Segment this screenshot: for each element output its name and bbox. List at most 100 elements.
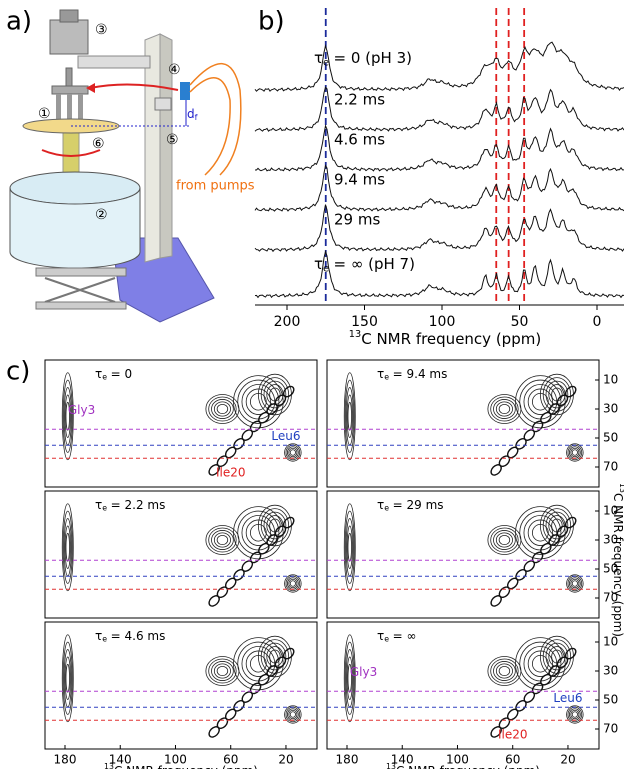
trace-label: 2.2 ms [334, 91, 385, 109]
contour [493, 661, 516, 681]
axis-title: 13C NMR frequency (ppm) [349, 329, 541, 348]
contour [237, 510, 280, 555]
y-tick-label: 50 [603, 431, 618, 445]
rod [67, 94, 72, 122]
contour [282, 647, 295, 660]
tau-sub: e [384, 373, 389, 382]
x-tick-label: 100 [164, 753, 187, 767]
contour [208, 658, 237, 684]
contour [245, 519, 271, 546]
tau-label: τe = ∞ [377, 629, 417, 644]
tubing [189, 63, 242, 176]
contour [570, 578, 580, 589]
axis-title: 13C NMR frequency (ppm) [612, 483, 624, 637]
x-tick-label: 180 [54, 753, 77, 767]
panel-label: a) [6, 7, 32, 37]
x-tick-label: 0 [593, 314, 602, 330]
contour [211, 530, 234, 550]
contour [64, 525, 71, 569]
peak-annotation: Gly3 [68, 403, 95, 417]
contour [61, 503, 74, 592]
contour [208, 396, 237, 422]
peak-annotation: Leu6 [271, 429, 300, 443]
x-tick-label: 100 [429, 314, 456, 330]
tau-symbol: τ [95, 629, 102, 643]
contour [284, 574, 302, 593]
contour [61, 372, 74, 461]
contour [284, 705, 302, 724]
tau-value: = 4.6 ms [111, 629, 166, 643]
y-tick-label: 30 [603, 664, 618, 678]
contour-plot: τe = 0 Gly3 Leu6 Ile20 [44, 359, 318, 488]
peak-annotation: Ile20 [498, 727, 528, 741]
contour [344, 379, 355, 453]
contour-plot: τe = 2.2 ms [44, 490, 318, 619]
contour [490, 658, 519, 684]
tau-value: = ∞ [393, 629, 417, 643]
y-tick-label: 70 [603, 460, 618, 474]
plot-frame [44, 359, 318, 488]
contour [65, 532, 70, 562]
contour [64, 394, 71, 438]
y-tick-label: 70 [603, 591, 618, 605]
x-tick-label: 180 [336, 753, 359, 767]
spectrum [254, 204, 624, 253]
contour [571, 711, 578, 718]
tau-symbol: τ [377, 367, 384, 381]
x-tick-label: 60 [505, 753, 520, 767]
spectrum [254, 164, 624, 212]
x-tick-label: 150 [351, 314, 378, 330]
tau-value: = ∞ (pH 7) [334, 255, 415, 273]
contour [346, 656, 353, 700]
contour [263, 380, 287, 409]
callout: ⑥ [92, 136, 105, 152]
spectrum [254, 86, 624, 132]
title-main: C NMR frequency (ppm) [612, 493, 624, 637]
contour [495, 532, 513, 548]
contour [570, 709, 580, 720]
motor [49, 19, 89, 55]
tau-value: = 2.2 ms [111, 498, 166, 512]
contour [545, 511, 569, 540]
contour [211, 399, 234, 419]
d-main: d [187, 107, 195, 121]
pumps-label: from pumps [176, 179, 255, 194]
contour [564, 647, 577, 660]
contour [62, 379, 73, 453]
arm [77, 55, 151, 69]
x-tick-label: 60 [223, 753, 238, 767]
callout: ⑤ [166, 132, 179, 148]
nozzle-mount [154, 97, 172, 111]
contour [216, 665, 229, 677]
contour [490, 527, 519, 553]
spectrum [254, 41, 624, 92]
contour [564, 385, 577, 398]
contour [347, 532, 352, 562]
callout: ② [95, 207, 108, 223]
tau-sub: e [384, 635, 389, 644]
contour [211, 661, 234, 681]
callout: ③ [95, 22, 108, 38]
axis-title: 13C NMR frequency (ppm) [386, 762, 540, 769]
contour [289, 711, 296, 718]
panel-label: b) [258, 7, 285, 37]
contour [490, 396, 519, 422]
contour [347, 401, 352, 431]
tau-label: τe = 0 [95, 367, 132, 382]
y-tick-label: 50 [603, 562, 618, 576]
tau-sub: e [102, 635, 107, 644]
peak-annotation: Ile20 [216, 465, 246, 479]
contour [344, 641, 355, 715]
plot-frame [44, 621, 318, 750]
contour [213, 532, 231, 548]
contour [495, 663, 513, 679]
x-tick-label: 50 [511, 314, 529, 330]
y-tick-label: 10 [603, 373, 618, 387]
contour-plot: τe = ∞ Gly3 Leu6 Ile20 180 140 100 60 20 13C NMR f… [326, 621, 618, 769]
title-sup: 13 [104, 762, 114, 769]
trace-label: 9.4 ms [334, 171, 385, 189]
x-tick-label: 200 [274, 314, 301, 330]
axis-title: 13C NMR frequency (ppm) [104, 762, 258, 769]
